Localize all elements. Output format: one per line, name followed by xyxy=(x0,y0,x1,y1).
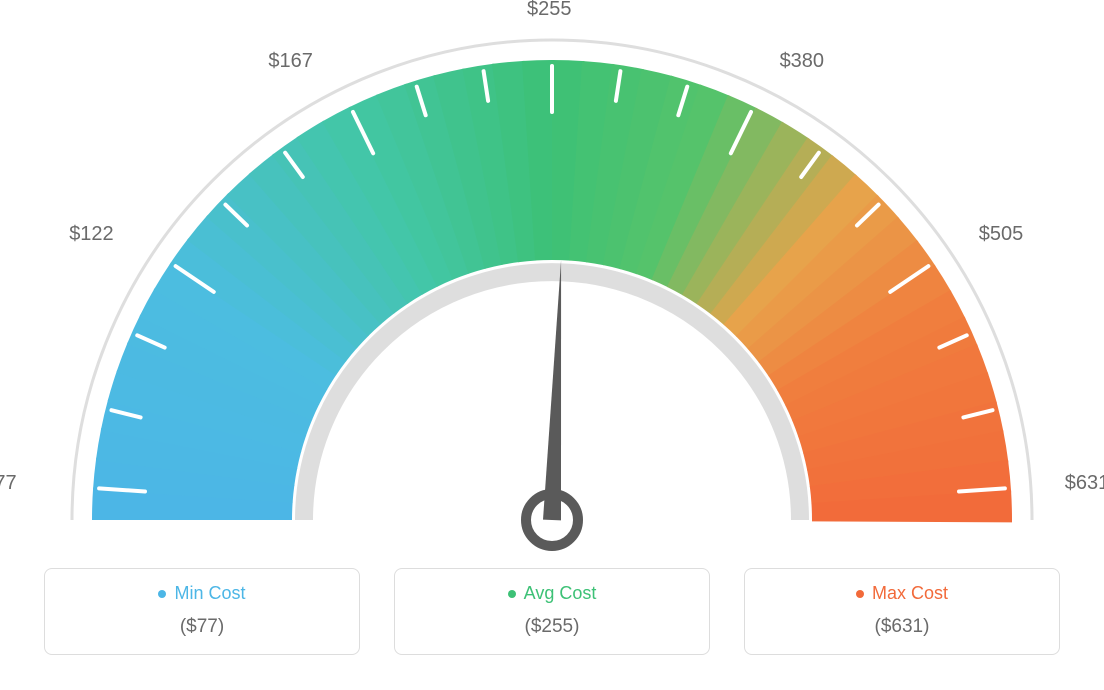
legend-card-avg: Avg Cost ($255) xyxy=(394,568,710,655)
legend-label: Max Cost xyxy=(872,583,948,604)
legend-title-avg: Avg Cost xyxy=(508,583,597,604)
dot-icon xyxy=(856,590,864,598)
gauge-svg xyxy=(0,0,1104,560)
legend-row: Min Cost ($77) Avg Cost ($255) Max Cost … xyxy=(0,568,1104,655)
gauge-tick-label: $167 xyxy=(268,50,313,73)
legend-value-avg: ($255) xyxy=(395,616,709,638)
dot-icon xyxy=(158,590,166,598)
legend-card-max: Max Cost ($631) xyxy=(744,568,1060,655)
cost-gauge: $77 $122 $167 $255 $380 $505 $631 xyxy=(0,0,1104,560)
gauge-tick-label: $255 xyxy=(527,0,572,21)
dot-icon xyxy=(508,590,516,598)
legend-label: Min Cost xyxy=(174,583,245,604)
gauge-tick-label: $631 xyxy=(1065,472,1104,495)
legend-title-max: Max Cost xyxy=(856,583,948,604)
gauge-tick-label: $380 xyxy=(780,50,825,73)
gauge-tick-label: $122 xyxy=(69,223,114,246)
legend-card-min: Min Cost ($77) xyxy=(44,568,360,655)
gauge-tick-label: $505 xyxy=(979,223,1024,246)
legend-title-min: Min Cost xyxy=(158,583,245,604)
legend-label: Avg Cost xyxy=(524,583,597,604)
legend-value-min: ($77) xyxy=(45,616,359,638)
legend-value-max: ($631) xyxy=(745,616,1059,638)
gauge-tick-label: $77 xyxy=(0,472,17,495)
